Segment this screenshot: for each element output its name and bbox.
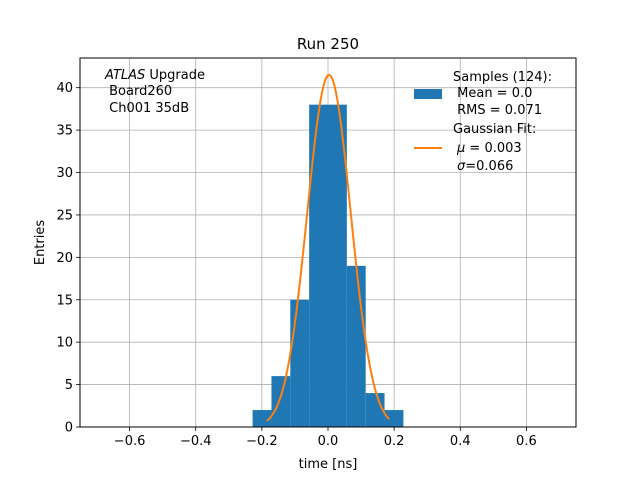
histogram-bar bbox=[384, 410, 404, 427]
x-tick-label: −0.6 bbox=[114, 434, 146, 449]
histogram-bar bbox=[328, 104, 347, 427]
upgrade-label: Upgrade bbox=[145, 68, 205, 83]
legend: Samples (124): Mean = 0.0 RMS = 0.071 Ga… bbox=[414, 70, 552, 174]
legend-samples-swatch bbox=[414, 89, 442, 99]
histogram-bars bbox=[252, 104, 404, 427]
sigma-symbol: σ bbox=[457, 159, 466, 174]
annotation-line-1: ATLAS Upgrade bbox=[104, 68, 205, 83]
y-tick-label: 30 bbox=[56, 166, 73, 181]
legend-fit-sigma: σ=0.066 bbox=[457, 159, 513, 174]
annotation-line-3: Ch001 35dB bbox=[105, 101, 189, 116]
sigma-value: =0.066 bbox=[465, 159, 513, 174]
x-tick-label: −0.4 bbox=[180, 434, 212, 449]
axis-ticks: −0.6 −0.4 −0.2 0.0 0.2 0.4 0.6 0 5 10 15 20 25 30 35 40 bbox=[56, 81, 536, 449]
legend-fit-line-1: Gaussian Fit: bbox=[453, 122, 536, 137]
annotation-line-2: Board260 bbox=[105, 84, 172, 99]
legend-fit-mu: μ = 0.003 bbox=[456, 141, 522, 156]
y-tick-label: 40 bbox=[56, 81, 73, 96]
y-tick-label: 15 bbox=[56, 293, 73, 308]
legend-samples-line-3: RMS = 0.071 bbox=[453, 103, 542, 118]
legend-samples-line-1: Samples (124): bbox=[453, 70, 552, 85]
chart-title: Run 250 bbox=[297, 35, 359, 53]
gaussian-fit-curve bbox=[266, 73, 390, 422]
legend-samples-line-2: Mean = 0.0 bbox=[453, 86, 532, 101]
y-tick-label: 20 bbox=[56, 251, 73, 266]
histogram-bar bbox=[252, 410, 272, 427]
histogram-bar bbox=[290, 299, 310, 427]
x-tick-label: 0.0 bbox=[318, 434, 339, 449]
histogram-bar bbox=[346, 265, 366, 427]
x-axis-label: time [ns] bbox=[299, 457, 358, 472]
histogram-bar bbox=[271, 376, 291, 427]
y-tick-label: 5 bbox=[65, 378, 73, 393]
x-tick-label: 0.2 bbox=[384, 434, 405, 449]
mu-value: = 0.003 bbox=[465, 141, 521, 156]
atlas-annotation: ATLAS Upgrade Board260 Ch001 35dB bbox=[104, 68, 205, 116]
y-tick-label: 0 bbox=[65, 421, 73, 436]
y-tick-label: 10 bbox=[56, 336, 73, 351]
x-tick-label: 0.4 bbox=[450, 434, 471, 449]
x-tick-label: 0.6 bbox=[516, 434, 537, 449]
mu-symbol: μ bbox=[456, 141, 465, 156]
y-axis-label: Entries bbox=[33, 220, 48, 266]
x-tick-label: −0.2 bbox=[246, 434, 278, 449]
atlas-label: ATLAS bbox=[104, 68, 145, 83]
histogram-bar bbox=[309, 104, 328, 427]
gaussian-fit bbox=[266, 73, 390, 422]
y-tick-label: 25 bbox=[56, 208, 73, 223]
y-tick-label: 35 bbox=[56, 124, 73, 139]
